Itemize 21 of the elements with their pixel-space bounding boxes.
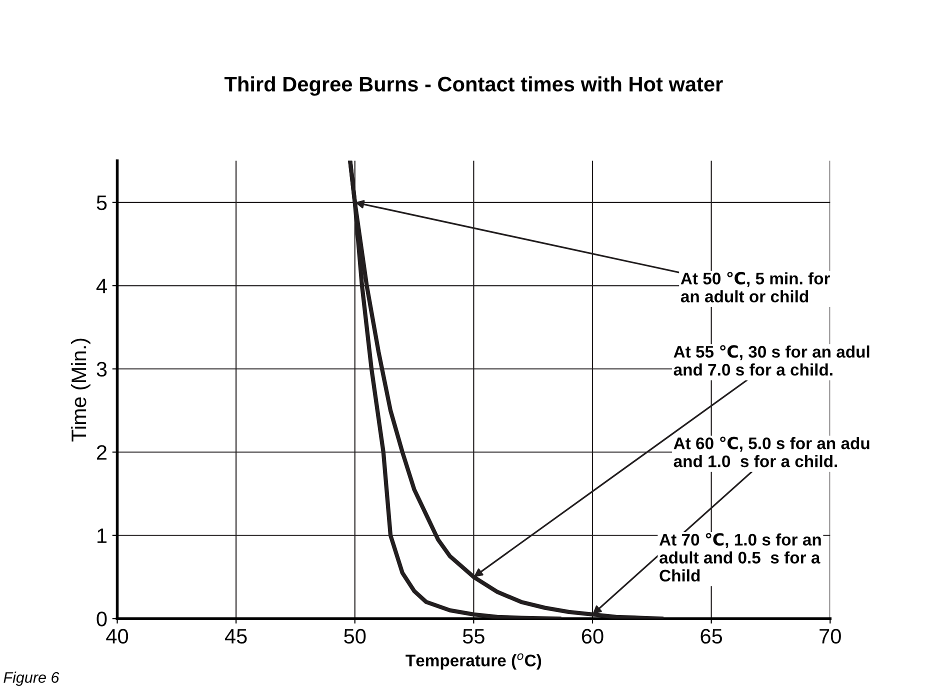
y-tick-label: 0 [96,612,107,626]
x-tick-label: 60 [582,628,604,644]
y-axis-title: Time (Min.) [70,338,90,442]
y-tick-label: 4 [96,278,107,294]
x-axis-title: Temperature ($^{o}$C) [406,653,542,670]
chart-title: Third Degree Burns - Contact times with Hot water [224,76,723,96]
annotation: At 70 ℃, 1.0 s for an adult and 0.5 s for a Child [659,532,821,582]
x-tick-label: 40 [106,628,128,644]
annotation: At 55 ℃, 30 s for an adul and 7.0 s for a child. [674,345,870,376]
x-tick-label: 50 [344,628,366,644]
annotation: At 50 ℃, 5 min. for an adult or child [680,272,830,302]
caption: Figure 6 [4,672,60,686]
x-tick-label: 65 [700,628,722,644]
y-tick-label: 1 [98,528,107,543]
x-tick-label: 70 [820,628,841,644]
y-tick-label: 5 [96,196,107,210]
x-tick-label: 45 [224,629,247,644]
y-tick-label: 3 [96,362,107,377]
y-tick-label: 2 [96,445,106,460]
annotation: At 60 ℃, 5.0 s for an adu and 1.0 s for a child. [674,436,870,468]
x-tick-label: 55 [462,629,484,644]
